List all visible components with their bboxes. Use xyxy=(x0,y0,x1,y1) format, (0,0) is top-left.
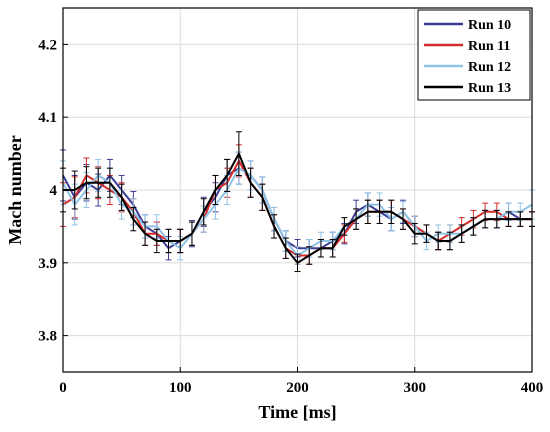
error-bar xyxy=(376,199,383,224)
error-bar xyxy=(341,217,348,236)
error-bar xyxy=(247,167,254,198)
series-layer xyxy=(60,131,535,273)
error-bar xyxy=(188,221,195,246)
error-bar xyxy=(517,211,524,227)
error-bar xyxy=(388,199,395,224)
error-bar xyxy=(153,228,160,254)
y-tick-label: 4.2 xyxy=(38,37,57,53)
error-bar xyxy=(470,217,477,236)
error-bar xyxy=(364,199,371,224)
error-bar xyxy=(212,174,219,206)
legend: Run 10 Run 11 Run 12 Run 13 xyxy=(417,9,531,101)
error-bar xyxy=(83,166,90,200)
error-bar xyxy=(271,214,278,239)
x-tick-label: 200 xyxy=(286,380,309,396)
error-bar xyxy=(505,211,512,227)
error-bar xyxy=(294,253,301,273)
error-bar xyxy=(435,231,442,251)
error-bar xyxy=(423,224,430,243)
error-bar xyxy=(224,158,231,192)
error-bar xyxy=(353,208,360,230)
legend-label: Run 13 xyxy=(468,81,511,96)
y-tick-label: 3.9 xyxy=(38,256,57,272)
error-bar xyxy=(200,198,207,226)
y-tick-label: 4.1 xyxy=(38,110,57,126)
error-bar xyxy=(235,131,242,176)
legend-label: Run 12 xyxy=(468,60,511,75)
error-bar xyxy=(142,221,149,246)
error-bar xyxy=(482,209,489,229)
x-tick-label: 100 xyxy=(169,380,192,396)
error-bar xyxy=(446,231,453,251)
x-tick-label: 0 xyxy=(59,380,67,396)
legend-item: Run 10 xyxy=(424,18,511,33)
error-bar xyxy=(411,222,418,245)
x-axis-label: Time [ms] xyxy=(258,402,336,422)
legend-label: Run 11 xyxy=(468,39,510,54)
error-bar xyxy=(400,208,407,230)
error-bar xyxy=(317,239,324,258)
y-tick-label: 4 xyxy=(50,183,58,199)
error-bar xyxy=(165,228,172,254)
error-bar xyxy=(329,239,336,258)
error-bar xyxy=(493,209,500,229)
x-tick-label: 400 xyxy=(521,380,544,396)
x-tick-label: 300 xyxy=(404,380,427,396)
legend-item: Run 12 xyxy=(424,60,511,75)
error-bar xyxy=(118,183,125,211)
axis-ticks: 0 100 200 300 400 3.8 3.9 4 4.1 4.2 xyxy=(38,37,543,396)
legend-item: Run 11 xyxy=(424,39,510,54)
error-bar xyxy=(306,246,313,265)
error-bar xyxy=(177,228,184,254)
error-bar xyxy=(458,224,465,243)
error-bar xyxy=(130,206,137,232)
legend-item: Run 13 xyxy=(424,81,511,96)
error-bar xyxy=(282,237,289,259)
legend-label: Run 10 xyxy=(468,18,511,33)
error-bar xyxy=(71,170,78,210)
error-bar xyxy=(106,167,113,198)
y-tick-label: 3.8 xyxy=(38,329,57,345)
error-bar xyxy=(259,183,266,211)
y-axis-label: Mach number xyxy=(5,135,25,245)
error-bar xyxy=(95,167,102,198)
